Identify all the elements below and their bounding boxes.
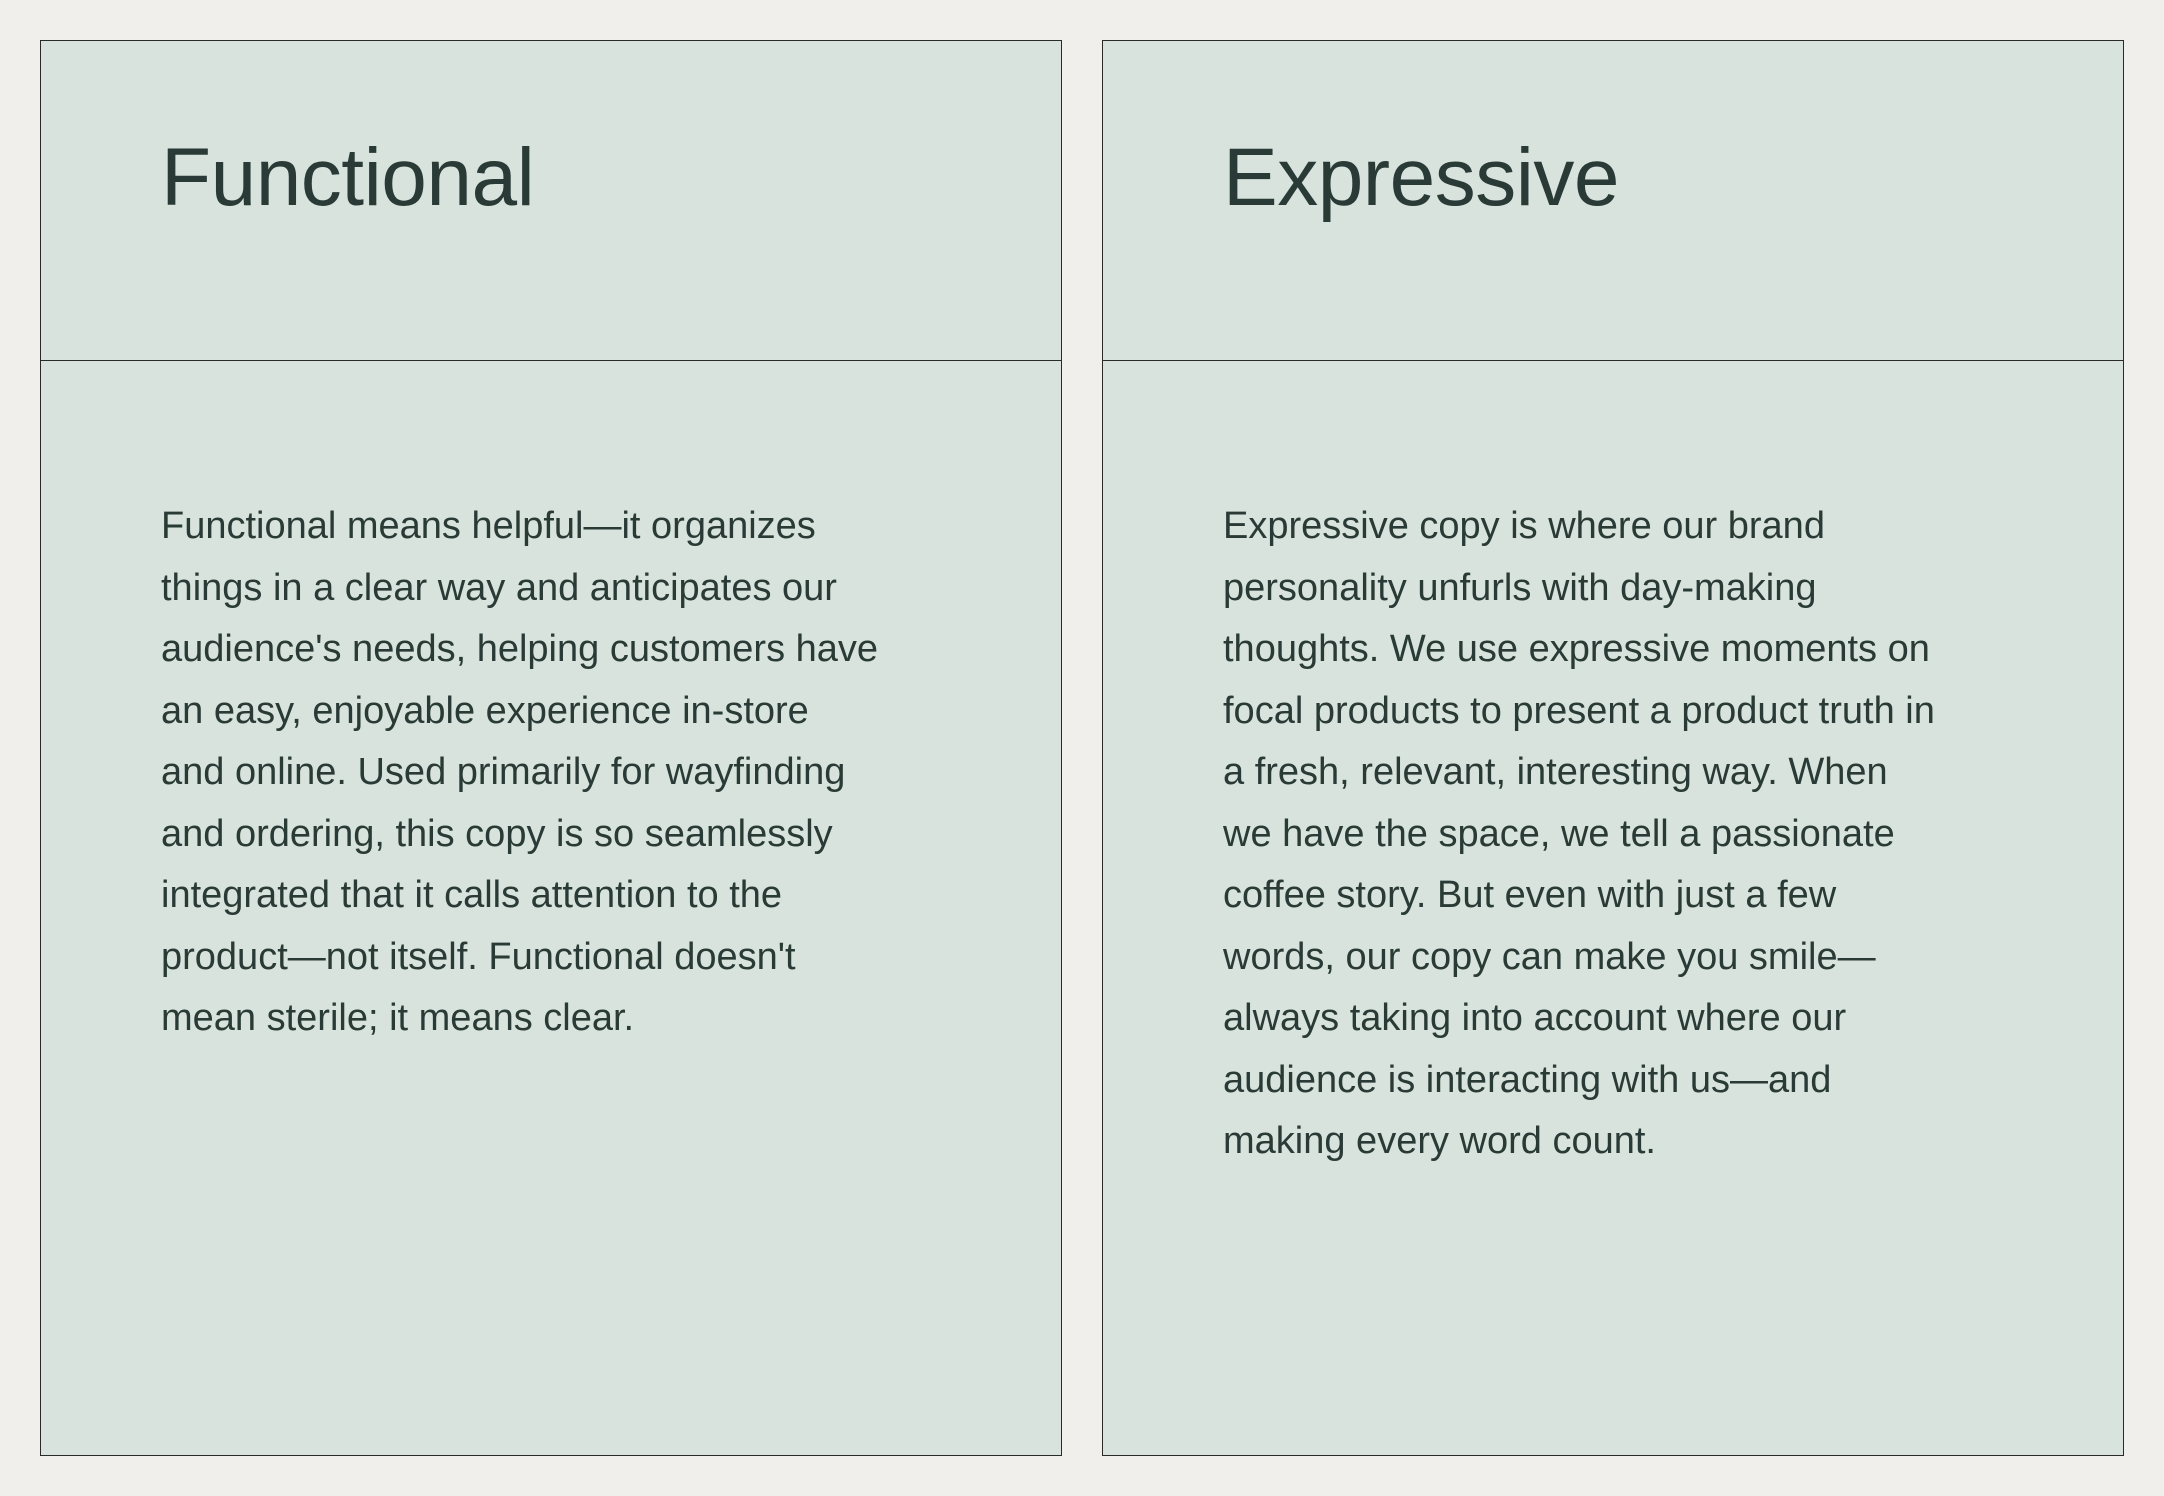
card-container: Functional Functional means helpful—it o… [40,40,2124,1456]
card-title: Functional [161,131,941,225]
card-header: Expressive [1103,41,2123,361]
card-header: Functional [41,41,1061,361]
card-functional: Functional Functional means helpful—it o… [40,40,1062,1456]
card-body: Functional means helpful—it organizes th… [41,361,1061,1455]
card-expressive: Expressive Expressive copy is where our … [1102,40,2124,1456]
card-text: Functional means helpful—it organizes th… [161,496,881,1050]
card-title: Expressive [1223,131,2003,225]
card-text: Expressive copy is where our brand perso… [1223,496,1943,1173]
card-body: Expressive copy is where our brand perso… [1103,361,2123,1455]
